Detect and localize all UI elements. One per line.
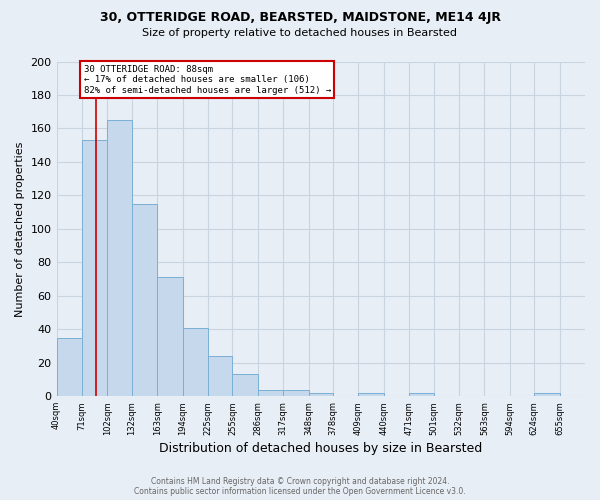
Bar bbox=[182, 328, 208, 396]
Bar bbox=[107, 120, 132, 396]
Bar bbox=[232, 374, 258, 396]
Text: Contains HM Land Registry data © Crown copyright and database right 2024.
Contai: Contains HM Land Registry data © Crown c… bbox=[134, 476, 466, 496]
Bar bbox=[56, 338, 82, 396]
Bar bbox=[82, 140, 107, 396]
Bar bbox=[208, 356, 232, 396]
Text: Size of property relative to detached houses in Bearsted: Size of property relative to detached ho… bbox=[143, 28, 458, 38]
Bar bbox=[132, 204, 157, 396]
Bar bbox=[283, 390, 308, 396]
Bar bbox=[308, 393, 333, 396]
Bar bbox=[258, 390, 283, 396]
Bar bbox=[358, 393, 384, 396]
Bar bbox=[409, 393, 434, 396]
Text: 30, OTTERIDGE ROAD, BEARSTED, MAIDSTONE, ME14 4JR: 30, OTTERIDGE ROAD, BEARSTED, MAIDSTONE,… bbox=[100, 11, 500, 24]
Text: 30 OTTERIDGE ROAD: 88sqm
← 17% of detached houses are smaller (106)
82% of semi-: 30 OTTERIDGE ROAD: 88sqm ← 17% of detach… bbox=[83, 65, 331, 94]
Bar bbox=[157, 278, 182, 396]
X-axis label: Distribution of detached houses by size in Bearsted: Distribution of detached houses by size … bbox=[159, 442, 482, 455]
Y-axis label: Number of detached properties: Number of detached properties bbox=[15, 141, 25, 316]
Bar bbox=[534, 393, 560, 396]
